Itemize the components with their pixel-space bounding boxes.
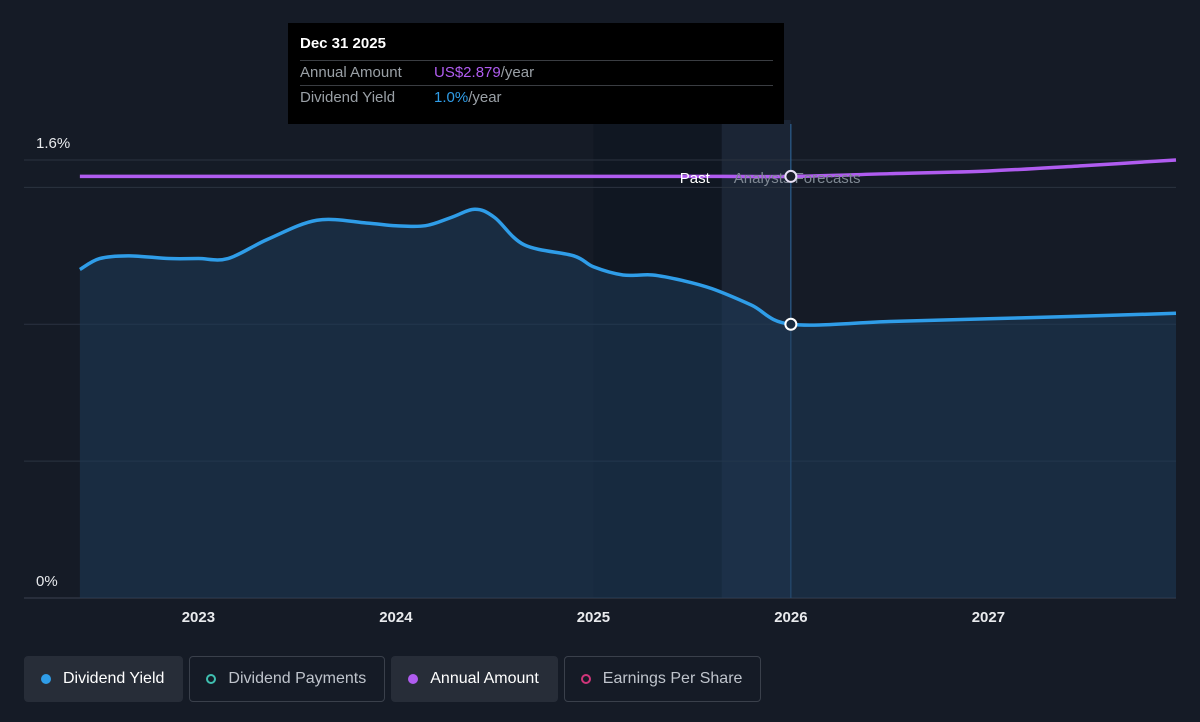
y-axis-label-top: 1.6%	[36, 135, 70, 152]
x-tick-label: 2024	[379, 609, 413, 626]
dividend-yield-line	[78, 207, 1177, 327]
chart-labels: 1.6% 0% 2023 2024 2025 2026 2027 Past Analysts F…	[36, 135, 1005, 626]
dividend-yield-marker	[784, 317, 798, 331]
legend-label: Annual Amount	[430, 670, 539, 687]
hover-markers	[784, 169, 798, 331]
annual-amount-marker	[784, 169, 798, 183]
area-fills	[79, 209, 1176, 598]
tooltip-label: Annual Amount	[300, 64, 402, 81]
x-tick-label: 2026	[774, 609, 807, 626]
annual-amount-dot-icon	[408, 674, 419, 684]
tooltip-row-annual-amount: Annual Amount US$2.879/year	[300, 61, 773, 86]
dividend-yield-area	[79, 209, 1176, 598]
dividend-payments-ring-icon	[206, 674, 217, 684]
legend-label: Dividend Payments	[228, 670, 367, 687]
legend: Dividend Yield Dividend Payments Annual …	[24, 656, 762, 702]
earnings-per-share-ring-icon	[580, 674, 591, 684]
tooltip-value: 1.0%	[434, 89, 469, 106]
annual-amount-line	[79, 158, 1177, 179]
dividend-yield-dot-icon	[41, 674, 51, 684]
legend-label: Dividend Yield	[63, 670, 165, 687]
legend-item-dividend-payments[interactable]: Dividend Payments	[189, 656, 386, 702]
y-axis-label-bottom: 0%	[36, 573, 58, 590]
legend-item-annual-amount[interactable]: Annual Amount	[391, 656, 558, 702]
legend-item-earnings-per-share[interactable]: Earnings Per Share	[563, 656, 762, 702]
tooltip-value: US$2.879	[434, 64, 501, 81]
x-tick-label: 2025	[577, 609, 610, 626]
tooltip-row-dividend-yield: Dividend Yield 1.0%/year	[300, 86, 773, 110]
forecast-label: Analysts Forecasts	[734, 170, 861, 187]
tooltip-unit: /year	[500, 64, 535, 81]
legend-item-dividend-yield[interactable]: Dividend Yield	[24, 656, 184, 702]
tooltip-label: Dividend Yield	[300, 89, 396, 106]
tooltip-unit: /year	[468, 89, 502, 106]
legend-label: Earnings Per Share	[602, 670, 743, 687]
tooltip: Dec 31 2025 Annual Amount US$2.879/year …	[288, 23, 784, 124]
past-label: Past	[680, 170, 711, 187]
tooltip-date: Dec 31 2025	[300, 35, 773, 61]
x-tick-label: 2027	[972, 609, 1005, 626]
series-lines	[78, 158, 1177, 327]
x-tick-label: 2023	[182, 609, 215, 626]
